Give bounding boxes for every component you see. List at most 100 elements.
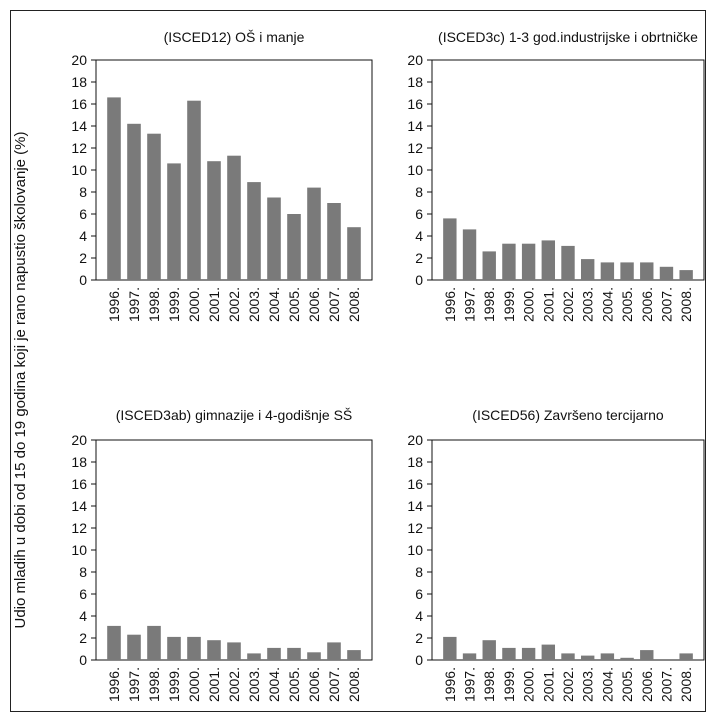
y-tick-label: 4 (415, 228, 423, 244)
x-tick-label: 2001. (206, 287, 222, 322)
x-tick-label: 2006. (306, 667, 322, 702)
x-tick-label: 2002. (226, 287, 242, 322)
x-tick-label: 2004. (266, 287, 282, 322)
bar (327, 642, 341, 660)
y-tick-label: 16 (71, 476, 87, 492)
bar (521, 243, 536, 280)
x-tick-label: 2000. (186, 667, 202, 702)
x-tick-label: 2005. (619, 667, 635, 702)
y-tick-label: 18 (407, 454, 423, 470)
bar (207, 161, 221, 280)
x-tick-label: 2003. (246, 287, 262, 322)
x-tick-label: 2002. (226, 667, 242, 702)
bar (107, 625, 121, 660)
x-tick-label: 1998. (146, 667, 162, 702)
bar (167, 636, 181, 660)
y-tick-label: 10 (71, 542, 87, 558)
bar (187, 636, 201, 660)
x-tick-label: 1998. (481, 287, 497, 322)
x-tick-label: 2004. (266, 667, 282, 702)
y-tick-label: 2 (415, 250, 423, 266)
x-tick-label: 1997. (462, 667, 478, 702)
y-tick-label: 16 (407, 476, 423, 492)
x-tick-label: 1999. (166, 667, 182, 702)
y-tick-label: 12 (407, 140, 423, 156)
bar (267, 647, 281, 660)
bar (600, 653, 615, 660)
y-tick-label: 20 (71, 432, 87, 448)
y-tick-label: 12 (407, 520, 423, 536)
y-tick-label: 8 (79, 564, 87, 580)
x-tick-label: 2004. (599, 667, 615, 702)
x-tick-label: 2007. (326, 667, 342, 702)
plot-area (431, 439, 705, 661)
y-tick-label: 16 (407, 96, 423, 112)
x-tick-label: 1997. (462, 287, 478, 322)
chart-title: (ISCED3c) 1-3 god.industrijske i obrtnič… (438, 29, 698, 45)
bar (147, 133, 161, 280)
x-tick-label: 2002. (560, 287, 576, 322)
y-tick-label: 8 (415, 184, 423, 200)
x-tick-label: 2000. (521, 667, 537, 702)
bar (327, 203, 341, 280)
x-tick-label: 2007. (658, 667, 674, 702)
bar (287, 647, 301, 660)
y-tick-label: 12 (71, 140, 87, 156)
bar (267, 197, 281, 280)
bar (107, 97, 121, 281)
bar (482, 640, 496, 660)
x-tick-label: 1998. (481, 667, 497, 702)
x-tick-label: 2006. (306, 287, 322, 322)
bar (227, 642, 241, 660)
bar (307, 187, 321, 280)
plot-area (95, 439, 373, 661)
bar (167, 163, 181, 280)
bar (187, 100, 201, 280)
bar (207, 640, 221, 660)
x-tick-label: 2008. (678, 667, 694, 702)
y-tick-label: 14 (71, 118, 87, 134)
bar (541, 240, 556, 280)
x-tick-label: 1997. (126, 287, 142, 322)
bar (462, 229, 477, 280)
x-tick-label: 2000. (521, 287, 537, 322)
bar (127, 634, 141, 660)
chart-panel-1: (ISCED12) OŠ i manje 0 2 4 6 8 10 12 14 16 18 20 199… (71, 29, 373, 322)
y-tick-label: 10 (407, 542, 423, 558)
x-tick-label: 2008. (346, 667, 362, 702)
y-tick-label: 8 (79, 184, 87, 200)
y-tick-label: 8 (415, 564, 423, 580)
x-tick-label: 2002. (560, 667, 576, 702)
bar (502, 647, 516, 660)
x-tick-label: 1996. (106, 667, 122, 702)
y-tick-label: 0 (79, 652, 87, 668)
y-tick-label: 18 (71, 74, 87, 90)
bar (561, 653, 575, 660)
bar (580, 655, 595, 660)
bar (640, 650, 654, 660)
y-tick-label: 20 (407, 432, 423, 448)
x-tick-label: 2005. (286, 667, 302, 702)
x-tick-label: 1997. (126, 667, 142, 702)
bar (620, 262, 634, 280)
bar (347, 650, 361, 660)
x-tick-label: 2001. (540, 287, 556, 322)
x-tick-label: 2007. (658, 287, 674, 322)
y-tick-label: 6 (79, 586, 87, 602)
y-tick-label: 10 (407, 162, 423, 178)
x-tick-label: 2007. (326, 287, 342, 322)
y-tick-label: 6 (415, 586, 423, 602)
y-tick-label: 0 (415, 652, 423, 668)
x-tick-label: 1996. (442, 287, 458, 322)
bar (247, 653, 261, 660)
y-tick-label: 0 (79, 272, 87, 288)
x-tick-label: 2006. (639, 287, 655, 322)
x-tick-label: 2008. (678, 287, 694, 322)
x-tick-label: 2001. (540, 667, 556, 702)
x-tick-label: 1999. (166, 287, 182, 322)
bar (287, 214, 301, 280)
y-tick-label: 10 (71, 162, 87, 178)
x-tick-label: 1998. (146, 287, 162, 322)
y-tick-label: 4 (415, 608, 423, 624)
